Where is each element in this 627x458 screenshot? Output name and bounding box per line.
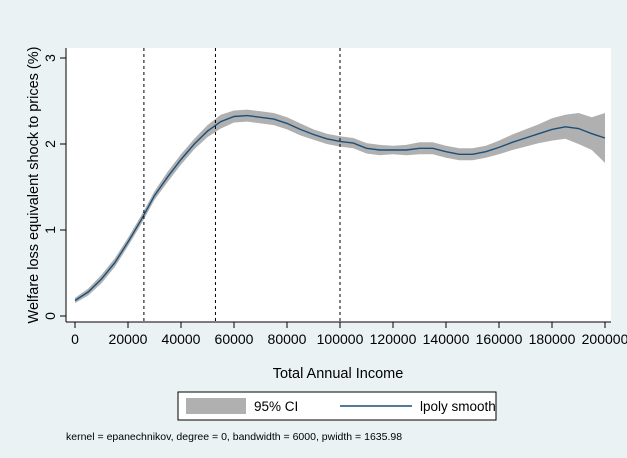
x-axis-title: Total Annual Income (273, 366, 404, 382)
legend: 95% CI lpoly smooth (177, 391, 497, 421)
y-ticks: 0 1 2 3 (42, 54, 66, 320)
x-tick-label: 80000 (268, 331, 307, 347)
y-tick-label: 0 (42, 312, 58, 320)
smooth-line-layer (74, 114, 606, 302)
y-tick-label: 3 (42, 54, 58, 62)
x-tick-label: 200000 (582, 331, 627, 347)
x-tick-label: 20000 (109, 331, 148, 347)
y-tick-label: 2 (42, 140, 58, 148)
y-tick-label: 1 (42, 226, 58, 234)
x-tick-label: 60000 (215, 331, 254, 347)
x-tick-label: 180000 (529, 331, 576, 347)
x-ticks: 0 20000 40000 60000 80000 100000 120000 140000 1… (71, 322, 627, 347)
x-tick-label: 120000 (370, 331, 417, 347)
x-tick-label: 40000 (162, 331, 201, 347)
ci-band (75, 109, 605, 304)
lpoly-smooth-line (74, 114, 606, 302)
legend-ci-swatch (186, 398, 246, 414)
x-tick-label: 160000 (476, 331, 523, 347)
legend-line-label: lpoly smooth (420, 399, 496, 414)
x-tick-label: 100000 (317, 331, 364, 347)
kernel-note: kernel = epanechnikov, degree = 0, bandw… (66, 431, 402, 443)
y-axis-title: Welfare loss equivalent shock to prices … (26, 47, 42, 324)
x-tick-label: 0 (71, 331, 79, 347)
reference-lines (143, 48, 341, 322)
plot-area (66, 48, 611, 322)
ci-band-layer (75, 109, 605, 304)
legend-ci-label: 95% CI (254, 399, 298, 414)
x-tick-label: 140000 (423, 331, 470, 347)
